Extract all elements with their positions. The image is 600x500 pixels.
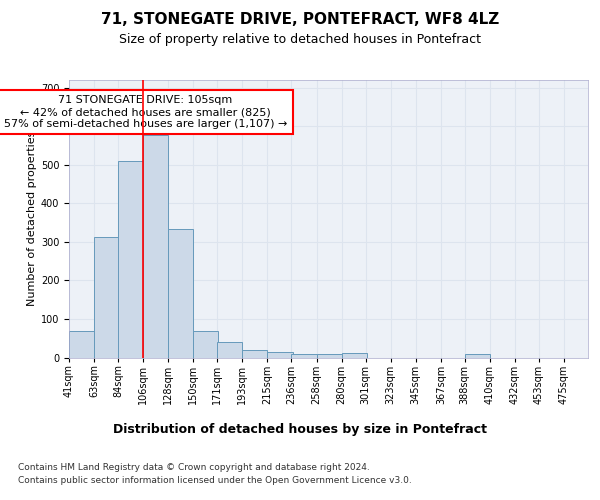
Bar [69, 330, 94, 357]
Bar [217, 342, 242, 357]
Bar [465, 354, 490, 358]
Bar [242, 350, 268, 358]
Bar [268, 352, 293, 358]
Text: 71, STONEGATE DRIVE, PONTEFRACT, WF8 4LZ: 71, STONEGATE DRIVE, PONTEFRACT, WF8 4LZ [101, 12, 499, 28]
Text: Size of property relative to detached houses in Pontefract: Size of property relative to detached ho… [119, 32, 481, 46]
Y-axis label: Number of detached properties: Number of detached properties [26, 131, 37, 306]
Bar [292, 354, 317, 358]
Text: Contains public sector information licensed under the Open Government Licence v3: Contains public sector information licen… [18, 476, 412, 485]
Text: Distribution of detached houses by size in Pontefract: Distribution of detached houses by size … [113, 422, 487, 436]
Bar [94, 237, 119, 358]
Bar [143, 134, 168, 358]
Bar [341, 353, 367, 358]
Text: 71 STONEGATE DRIVE: 105sqm
← 42% of detached houses are smaller (825)
57% of sem: 71 STONEGATE DRIVE: 105sqm ← 42% of deta… [4, 96, 287, 128]
Bar [193, 330, 218, 357]
Text: Contains HM Land Registry data © Crown copyright and database right 2024.: Contains HM Land Registry data © Crown c… [18, 462, 370, 471]
Bar [168, 229, 193, 358]
Bar [317, 354, 341, 358]
Bar [118, 161, 143, 358]
